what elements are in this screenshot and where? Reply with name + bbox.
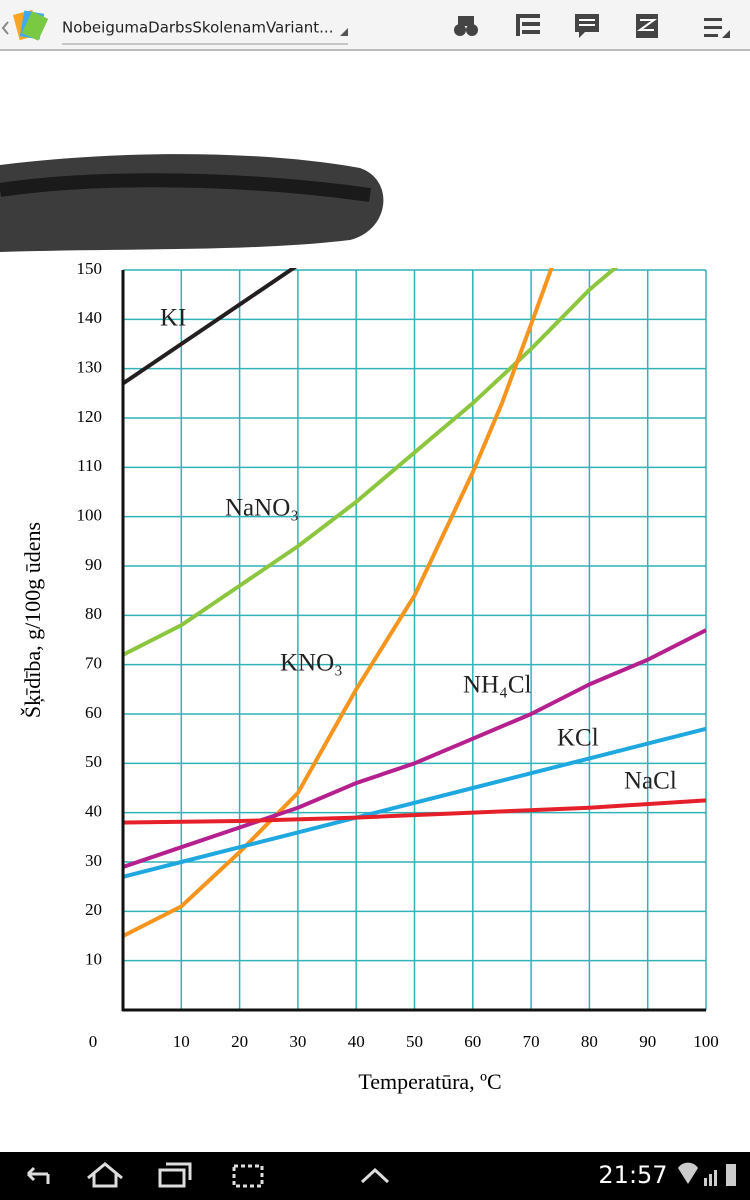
x-tick-label: 0 bbox=[89, 1032, 98, 1051]
y-tick-label: 110 bbox=[77, 456, 102, 475]
search-button[interactable] bbox=[454, 16, 478, 36]
x-tick-label: 80 bbox=[581, 1032, 598, 1051]
series-line bbox=[123, 268, 298, 386]
app-icon[interactable] bbox=[1, 9, 49, 41]
clock: 21:57 bbox=[598, 1161, 667, 1189]
expand-button[interactable] bbox=[360, 1167, 390, 1184]
series-label: NaCl bbox=[624, 768, 677, 795]
y-tick-label: 80 bbox=[85, 604, 102, 623]
dropdown-arrow[interactable] bbox=[340, 28, 348, 36]
series-line bbox=[123, 798, 707, 825]
x-tick-label: 10 bbox=[173, 1032, 190, 1051]
x-tick-label: 90 bbox=[639, 1032, 656, 1051]
y-tick-label: 140 bbox=[77, 308, 103, 327]
x-tick-label: 20 bbox=[231, 1032, 248, 1051]
y-tick-label: 10 bbox=[85, 950, 102, 969]
recent-apps-button[interactable] bbox=[158, 1162, 192, 1188]
series-label: KNO₃ bbox=[280, 650, 343, 677]
redaction-scribble bbox=[0, 154, 384, 252]
status-icons bbox=[678, 1162, 736, 1186]
annotate-button[interactable] bbox=[636, 14, 658, 38]
app-bar bbox=[0, 0, 750, 50]
series-label: NH₄Cl bbox=[463, 672, 531, 699]
chart: 10 20 30 40 50 60 70 80 90 100 110 120 130 140 150 0 10 2… bbox=[20, 259, 719, 1094]
x-tick-label: 60 bbox=[464, 1032, 481, 1051]
back-button[interactable] bbox=[26, 1166, 50, 1184]
y-axis-title: Šķīdība, g/100g ūdens bbox=[20, 522, 45, 718]
y-tick-label: 130 bbox=[77, 358, 103, 377]
y-tick-label: 40 bbox=[85, 802, 102, 821]
series-label: KCl bbox=[557, 725, 599, 752]
series-label: NaNO₃ bbox=[225, 495, 299, 522]
y-tick-label: 70 bbox=[85, 654, 102, 673]
menu-button[interactable] bbox=[704, 18, 730, 38]
x-tick-label: 50 bbox=[406, 1032, 423, 1051]
x-tick-label: 30 bbox=[289, 1032, 306, 1051]
document-title[interactable]: NobeigumaDarbsSkolenamVariant... bbox=[62, 19, 333, 37]
y-tick-label: 100 bbox=[77, 506, 103, 525]
comment-button[interactable] bbox=[575, 14, 599, 38]
series-line bbox=[123, 726, 707, 879]
y-tick-label: 60 bbox=[85, 703, 102, 722]
home-button[interactable] bbox=[87, 1162, 123, 1188]
y-tick-label: 20 bbox=[85, 900, 102, 919]
plot-lines bbox=[123, 268, 707, 938]
series-line bbox=[123, 268, 554, 938]
series-line bbox=[123, 268, 619, 657]
x-axis-title: Temperatūra, ºC bbox=[358, 1069, 501, 1094]
y-tick-label: 120 bbox=[77, 407, 103, 426]
series-line bbox=[123, 628, 707, 869]
nav-bar bbox=[0, 1152, 750, 1200]
outline-button[interactable] bbox=[516, 14, 540, 36]
x-tick-label: 100 bbox=[693, 1032, 719, 1051]
x-tick-label: 70 bbox=[523, 1032, 540, 1051]
y-tick-label: 30 bbox=[85, 851, 102, 870]
x-tick-label: 40 bbox=[348, 1032, 365, 1051]
y-tick-label: 50 bbox=[85, 752, 102, 771]
y-tick-label: 90 bbox=[85, 555, 102, 574]
y-tick-label: 150 bbox=[77, 259, 103, 278]
series-label: KI bbox=[160, 305, 186, 332]
